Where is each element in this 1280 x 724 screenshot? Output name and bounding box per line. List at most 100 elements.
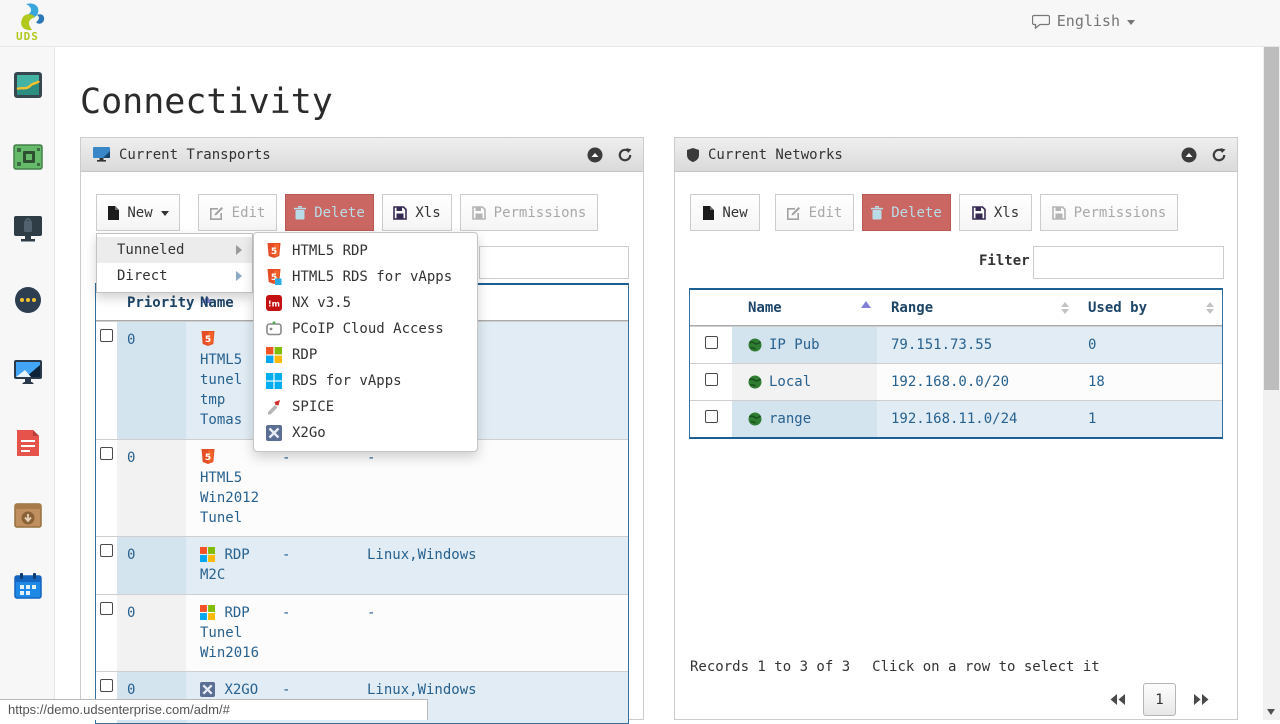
row-checkbox[interactable] — [100, 602, 113, 615]
calendar-icon — [14, 573, 42, 599]
paste-icon — [471, 205, 486, 220]
edit-button[interactable]: Edit — [198, 194, 277, 231]
sidebar-item-connectivity[interactable] — [13, 357, 43, 387]
file-icon — [703, 205, 715, 220]
spice-icon — [266, 399, 282, 415]
monitor-lock-icon — [14, 216, 42, 242]
sidebar-item-authenticators[interactable] — [13, 214, 43, 244]
delete-button[interactable]: Delete — [862, 194, 951, 231]
permissions-button[interactable]: Permissions — [1040, 194, 1178, 231]
svg-text:5: 5 — [205, 453, 211, 463]
first-page-icon[interactable] — [1110, 690, 1126, 709]
transports-filter-input[interactable] — [479, 246, 629, 279]
sidebar — [0, 47, 55, 720]
sidebar-item-service-pools[interactable] — [13, 428, 43, 458]
html5-icon: 5 — [266, 243, 282, 259]
submenu-item-html5-rds[interactable]: 5 HTML5 RDS for vApps — [254, 264, 477, 290]
column-header-priority[interactable]: Priority — [117, 285, 213, 320]
row-checkbox[interactable] — [704, 373, 718, 386]
submenu-item-pcoip[interactable]: PCoIP Cloud Access — [254, 316, 477, 342]
scrollbar-thumb[interactable] — [1264, 47, 1279, 390]
table-row[interactable]: 0 5 HTML5 Win2012 Tunel - - — [96, 439, 628, 536]
chevron-down-icon — [1127, 19, 1135, 25]
table-row[interactable]: 0 RDP Tunel Win2016 - - — [96, 594, 628, 671]
row-checkbox[interactable] — [100, 679, 113, 692]
transports-panel-title: Current Transports — [119, 146, 271, 163]
x2go-icon — [200, 682, 216, 698]
submenu-item-spice[interactable]: SPICE — [254, 394, 477, 420]
records-info: Records 1 to 3 of 3 Click on a row to sel… — [690, 659, 1100, 675]
circuit-board-icon — [13, 144, 43, 170]
sort-asc-icon — [202, 296, 213, 303]
box-download-icon — [14, 503, 42, 528]
menu-item-direct[interactable]: Direct — [97, 263, 252, 289]
table-row[interactable]: IP Pub 79.151.73.55 0 — [690, 326, 1222, 363]
permissions-button[interactable]: Permissions — [460, 194, 598, 231]
trash-icon — [294, 205, 307, 219]
svg-text:!m: !m — [268, 300, 280, 309]
xls-button[interactable]: Xls — [382, 194, 452, 231]
sidebar-item-calendars[interactable] — [13, 571, 43, 601]
scrollbar-down-icon[interactable] — [1267, 709, 1275, 715]
monitor-picture-icon — [14, 360, 42, 384]
page-number-button[interactable]: 1 — [1143, 683, 1176, 716]
html5-rds-icon: 5 — [266, 269, 282, 285]
row-checkbox[interactable] — [704, 336, 718, 349]
networks-table: Name Range Used by IP Pub 79.151.73.55 0 — [689, 288, 1223, 439]
sidebar-item-packages[interactable] — [13, 500, 43, 530]
networks-table-header: Name Range Used by — [690, 290, 1222, 326]
menu-item-tunneled[interactable]: Tunneled — [97, 237, 252, 263]
sidebar-item-dashboard[interactable] — [13, 70, 43, 100]
table-row[interactable]: range 192.168.11.0/24 1 — [690, 400, 1222, 437]
language-label: English — [1056, 12, 1120, 30]
svg-text:5: 5 — [271, 247, 277, 257]
collapse-icon[interactable] — [1181, 147, 1197, 163]
networks-filter-input[interactable] — [1033, 246, 1224, 279]
edit-button[interactable]: Edit — [775, 194, 854, 231]
delete-button[interactable]: Delete — [285, 194, 374, 231]
scrollbar[interactable] — [1263, 47, 1280, 720]
new-button[interactable]: New — [690, 194, 760, 231]
table-row[interactable]: Local 192.168.0.0/20 18 — [690, 363, 1222, 400]
trash-icon — [871, 205, 884, 219]
column-header-name[interactable]: Name — [200, 294, 234, 311]
chevron-right-icon — [236, 245, 242, 255]
row-checkbox[interactable] — [704, 410, 718, 423]
submenu-item-rds[interactable]: RDS for vApps — [254, 368, 477, 394]
circle-dots-icon — [15, 287, 41, 313]
shield-icon — [687, 147, 699, 162]
xls-button[interactable]: Xls — [959, 194, 1032, 231]
row-checkbox[interactable] — [100, 544, 113, 557]
top-bar: UDS English — [0, 0, 1280, 47]
transports-table: Priority Name 0 5 HTML5 tunel tmp Tomas — [95, 283, 629, 724]
html5-icon: 5 — [200, 331, 216, 347]
refresh-icon[interactable] — [617, 147, 633, 163]
last-page-icon[interactable] — [1193, 690, 1209, 709]
transports-toolbar: New Edit Delete Xls Permissions — [96, 194, 598, 231]
sidebar-item-os-managers[interactable] — [13, 285, 43, 315]
row-checkbox[interactable] — [100, 329, 113, 342]
submenu-item-rdp[interactable]: RDP — [254, 342, 477, 368]
sidebar-item-service-providers[interactable] — [13, 142, 43, 172]
tunneled-submenu: 5 HTML5 RDP 5 HTML5 RDS for vApps !m NX … — [253, 232, 478, 452]
collapse-icon[interactable] — [587, 147, 603, 163]
rdp-icon — [200, 605, 216, 621]
dashboard-icon — [14, 72, 42, 98]
column-header-range[interactable]: Range — [877, 290, 1077, 325]
sort-both-icon — [1061, 301, 1069, 314]
row-checkbox[interactable] — [100, 447, 113, 460]
uds-logo[interactable]: UDS — [12, 2, 60, 46]
html5-icon: 5 — [200, 449, 216, 465]
table-row[interactable]: 0 RDP M2C - Linux,Windows — [96, 536, 628, 594]
submenu-item-html5-rdp[interactable]: 5 HTML5 RDP — [254, 238, 477, 264]
refresh-icon[interactable] — [1211, 147, 1227, 163]
rds-icon — [266, 373, 282, 389]
submenu-item-x2go[interactable]: X2Go — [254, 420, 477, 446]
column-header-used-by[interactable]: Used by — [1077, 290, 1222, 325]
networks-panel-header: Current Networks — [675, 138, 1237, 172]
new-button[interactable]: New — [96, 194, 180, 231]
language-selector[interactable]: English — [1031, 12, 1135, 30]
filter-label: Filter — [979, 253, 1030, 269]
column-header-name[interactable]: Name — [732, 290, 877, 325]
submenu-item-nx[interactable]: !m NX v3.5 — [254, 290, 477, 316]
